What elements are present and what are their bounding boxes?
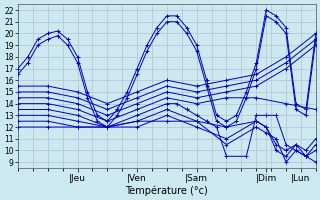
X-axis label: Température (°c): Température (°c) <box>125 185 208 196</box>
